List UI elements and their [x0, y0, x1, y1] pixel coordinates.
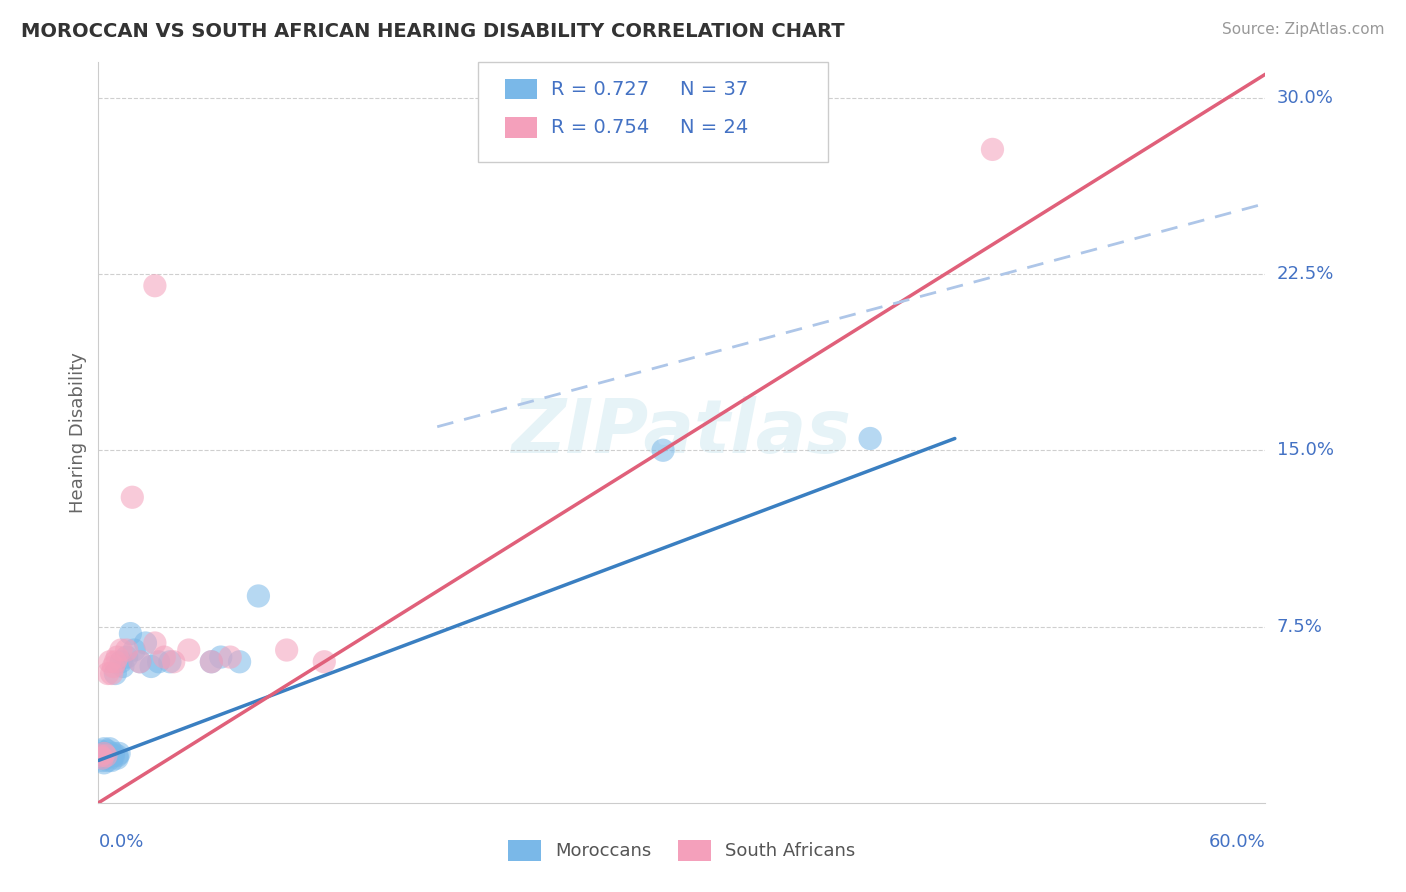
Point: [120, 626, 142, 640]
Point: [93, 748, 115, 763]
Point: [110, 643, 132, 657]
FancyBboxPatch shape: [505, 78, 537, 99]
Point: [981, 142, 1004, 156]
Point: [98, 748, 121, 763]
Point: [103, 659, 125, 673]
Point: [100, 754, 122, 768]
Point: [104, 666, 127, 681]
Point: [105, 650, 128, 665]
Point: [121, 490, 143, 504]
Point: [110, 655, 132, 669]
Point: [200, 655, 222, 669]
Point: [89, 744, 111, 758]
Point: [122, 643, 145, 657]
FancyBboxPatch shape: [478, 62, 828, 162]
Point: [177, 643, 200, 657]
Point: [134, 636, 156, 650]
Point: [163, 655, 186, 669]
Point: [94, 747, 117, 761]
Text: R = 0.754: R = 0.754: [551, 118, 650, 137]
Text: ZIPatlas: ZIPatlas: [512, 396, 852, 469]
Point: [209, 650, 232, 665]
Text: 0.0%: 0.0%: [98, 833, 143, 851]
Point: [115, 650, 138, 665]
Point: [93, 741, 115, 756]
Point: [159, 655, 181, 669]
Point: [103, 747, 125, 761]
Text: 60.0%: 60.0%: [1209, 833, 1265, 851]
Point: [91, 747, 114, 761]
FancyBboxPatch shape: [505, 117, 537, 138]
Point: [200, 655, 222, 669]
Legend: Moroccans, South Africans: Moroccans, South Africans: [501, 832, 863, 868]
Point: [247, 589, 270, 603]
Point: [94, 751, 117, 765]
Point: [104, 655, 127, 669]
Point: [139, 659, 162, 673]
Text: N = 24: N = 24: [679, 118, 748, 137]
Point: [128, 655, 150, 669]
Point: [228, 655, 250, 669]
Point: [111, 659, 134, 673]
Point: [148, 655, 170, 669]
Point: [93, 756, 115, 770]
Y-axis label: Hearing Disability: Hearing Disability: [69, 352, 87, 513]
Point: [100, 748, 122, 763]
Point: [105, 751, 128, 765]
Text: N = 37: N = 37: [679, 79, 748, 99]
Text: 7.5%: 7.5%: [1277, 617, 1323, 635]
Point: [859, 432, 882, 446]
Point: [103, 748, 125, 763]
Point: [93, 747, 115, 761]
Point: [153, 650, 176, 665]
Point: [143, 278, 166, 293]
Point: [94, 748, 117, 763]
Point: [108, 747, 131, 761]
Point: [652, 443, 675, 458]
Point: [89, 751, 111, 765]
Text: 30.0%: 30.0%: [1277, 88, 1333, 107]
Text: MOROCCAN VS SOUTH AFRICAN HEARING DISABILITY CORRELATION CHART: MOROCCAN VS SOUTH AFRICAN HEARING DISABI…: [21, 22, 845, 41]
Text: 15.0%: 15.0%: [1277, 442, 1333, 459]
Point: [105, 748, 128, 763]
Text: Source: ZipAtlas.com: Source: ZipAtlas.com: [1222, 22, 1385, 37]
Point: [100, 666, 122, 681]
Point: [219, 650, 242, 665]
Point: [98, 741, 121, 756]
Point: [314, 655, 336, 669]
Point: [91, 751, 114, 765]
Point: [91, 754, 114, 768]
Point: [115, 643, 138, 657]
Text: 22.5%: 22.5%: [1277, 265, 1334, 283]
Text: R = 0.727: R = 0.727: [551, 79, 650, 99]
Point: [97, 744, 120, 758]
Point: [97, 666, 120, 681]
Point: [89, 748, 111, 763]
Point: [97, 754, 120, 768]
Point: [128, 655, 150, 669]
Point: [143, 636, 166, 650]
Point: [276, 643, 298, 657]
Point: [98, 655, 121, 669]
